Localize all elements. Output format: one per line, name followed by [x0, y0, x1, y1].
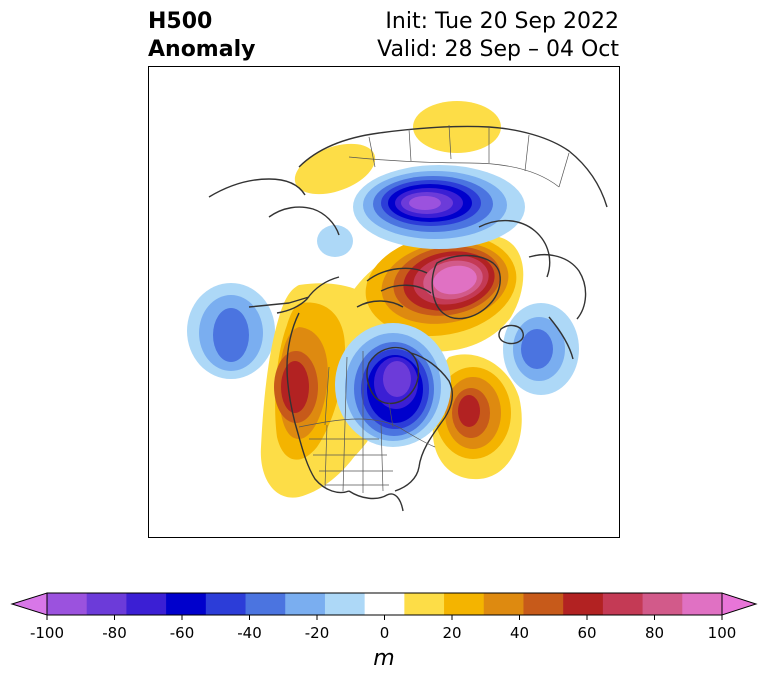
- variable-title: H500: [148, 9, 213, 34]
- hudson-bay-trough: [335, 323, 451, 447]
- colorbar-tick-label: 0: [379, 624, 390, 642]
- colorbar-segment: [404, 593, 445, 615]
- valid-range: Valid: 28 Sep – 04 Oct: [377, 37, 619, 62]
- colorbar-segment: [602, 593, 644, 615]
- chukchi-ridge: [294, 143, 376, 195]
- colorbar-segment: [483, 593, 524, 615]
- colorbar-tick-label: -20: [304, 624, 330, 642]
- colorbar-segment: [444, 593, 485, 615]
- north-pacific-trough: [187, 283, 275, 379]
- colorbar-segments: [10, 592, 758, 616]
- colorbar-ticks: [46, 615, 723, 620]
- colorbar-tick-label: -100: [29, 624, 65, 642]
- colorbar-extend-high: [721, 592, 758, 616]
- colorbar-tick-label: -80: [102, 624, 127, 642]
- colorbar-segment: [563, 593, 604, 615]
- chart-title-right: Init: Tue 20 Sep 2022 Valid: 28 Sep – 04…: [377, 8, 619, 64]
- init-date: Init: Tue 20 Sep 2022: [385, 9, 619, 34]
- chart-title-left: H500 Anomaly: [148, 8, 255, 64]
- colorbar-segment: [205, 593, 247, 615]
- greenland-ridge: [349, 234, 524, 352]
- colorbar: [10, 592, 758, 620]
- west-coast-ridge: [260, 283, 394, 498]
- northeast-atlantic-trough: [503, 303, 579, 395]
- colorbar-tick-label: 20: [442, 624, 462, 642]
- alaska-light-trough: [317, 225, 353, 257]
- colorbar-segment: [126, 593, 167, 615]
- colorbar-extend-low: [10, 592, 48, 616]
- anomaly-map: [148, 66, 620, 538]
- coastlines: [208, 125, 608, 512]
- colorbar-tick-label: 40: [509, 624, 530, 642]
- colorbar-segment: [642, 593, 683, 615]
- colorbar-tick-label: 80: [644, 624, 665, 642]
- arctic-trough: [353, 165, 525, 249]
- colorbar-tick-label: -60: [169, 624, 195, 642]
- colorbar-tick-label: 100: [707, 624, 737, 642]
- colorbar-segment: [166, 593, 207, 615]
- colorbar-tick-label: 60: [577, 624, 597, 642]
- colorbar-segment: [523, 593, 564, 615]
- colorbar-segment: [285, 593, 326, 615]
- map-svg: [187, 101, 608, 512]
- colorbar-segment: [245, 593, 286, 615]
- units-label: m: [373, 646, 395, 671]
- colorbar-segment: [86, 593, 127, 615]
- colorbar-tick-label: -40: [237, 624, 262, 642]
- northwest-atlantic-ridge: [432, 354, 522, 480]
- anomaly-title: Anomaly: [148, 37, 256, 62]
- colorbar-segment: [682, 593, 723, 615]
- colorbar-segment: [47, 593, 88, 615]
- colorbar-segment: [364, 593, 405, 615]
- colorbar-segment: [324, 593, 366, 615]
- political-borders: [298, 124, 570, 493]
